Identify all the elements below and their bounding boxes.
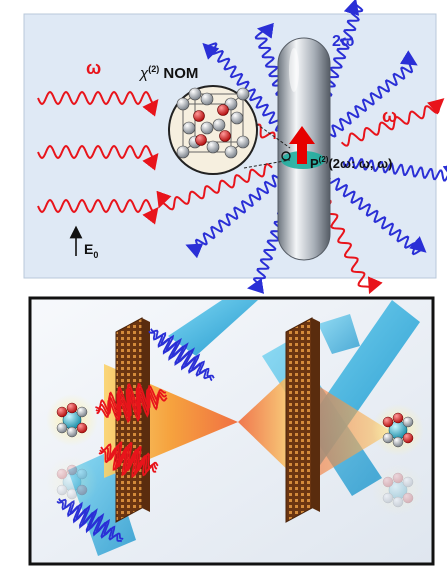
outgoing-wave: [342, 156, 447, 182]
incoming-wave: [37, 90, 159, 117]
wave-packet-line: [96, 387, 168, 424]
outgoing-wave: [327, 177, 427, 256]
wave-packet-line: [98, 446, 157, 479]
e-field-symbol: E: [84, 241, 93, 257]
zoom-point: [281, 151, 291, 161]
outgoing-wave: [156, 163, 273, 211]
incoming-waves: [37, 90, 159, 225]
wave-packet-line: [100, 441, 159, 472]
polarization-symbol: P: [310, 156, 319, 171]
metasurface-right: [285, 317, 320, 523]
crystal-lattice: [176, 87, 250, 159]
svg-text:E0: E0: [84, 241, 98, 260]
outgoing-wave: [329, 50, 418, 138]
outgoing-wave: [185, 174, 279, 259]
incoming-wave: [37, 144, 159, 171]
molecule-right: [372, 404, 424, 456]
panel-b: [28, 296, 435, 566]
cone-middle: [238, 368, 296, 478]
zoom-connector-bottom: [243, 159, 291, 169]
two-omega-label: 2ω: [332, 33, 354, 50]
panel-a: ω ω 2ω χ(2) NOM E0 P(2)(2ω: ω, ω): [23, 0, 447, 295]
chi-symbol: χ: [138, 65, 149, 82]
polarization-label: P(2)(2ω: ω, ω): [310, 155, 392, 171]
incoming-wave: [37, 198, 159, 225]
omega-label-left: ω: [86, 58, 101, 78]
chi-suffix: NOM: [159, 65, 198, 82]
dipole-arrow: [289, 126, 315, 164]
metasurface-left: [115, 317, 150, 523]
molecule-left-reflection: [46, 456, 98, 508]
nanorod-highlight: [289, 48, 299, 92]
omega-label-right: ω: [382, 106, 397, 126]
beam-left-upper: [168, 300, 258, 356]
wave-packet-line: [148, 330, 213, 382]
beam-right-top: [318, 314, 360, 354]
chi2-nom-label: χ(2) NOM: [138, 64, 198, 82]
e-field-label: E0: [69, 225, 98, 260]
molecule-left: [46, 394, 98, 446]
polarization-args: (2ω: ω, ω): [328, 156, 392, 171]
e-field-subscript: 0: [93, 250, 98, 260]
crystal-sphere: [168, 85, 258, 175]
polarization-order: (2): [319, 155, 329, 164]
molecule-right-reflection: [372, 464, 424, 516]
panel-b-frame: [28, 296, 435, 566]
chi-order: (2): [148, 64, 159, 74]
outgoing-wave: [340, 98, 445, 147]
